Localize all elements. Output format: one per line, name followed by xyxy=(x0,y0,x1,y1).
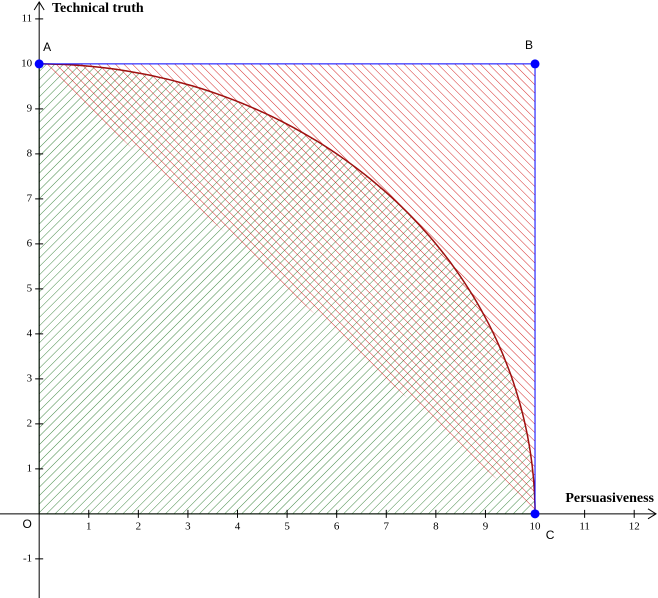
outer-region xyxy=(39,63,536,514)
x-tick-label: 6 xyxy=(334,520,340,532)
x-tick-label: 3 xyxy=(185,520,191,532)
x-tick-label: 10 xyxy=(530,520,542,532)
y-tick-label: -1 xyxy=(23,552,32,564)
x-tick-label: 2 xyxy=(136,520,142,532)
x-tick-label: 1 xyxy=(86,520,92,532)
point-label: A xyxy=(43,40,51,54)
y-tick-label: 1 xyxy=(27,462,33,474)
point xyxy=(34,59,44,69)
origin-label: O xyxy=(23,517,32,531)
y-tick-label: 8 xyxy=(27,147,33,159)
y-arrow xyxy=(33,1,45,11)
y-tick-label: 6 xyxy=(27,237,33,249)
point xyxy=(530,59,540,69)
x-tick-label: 9 xyxy=(483,520,489,532)
x-tick-label: 4 xyxy=(235,520,241,532)
x-tick-label: 11 xyxy=(579,520,590,532)
x-axis-label: Persuasiveness xyxy=(565,491,654,506)
y-tick-label: 9 xyxy=(27,102,33,114)
x-tick-label: 12 xyxy=(629,520,640,532)
y-tick-label: 3 xyxy=(27,372,33,384)
y-tick-label: 4 xyxy=(27,327,33,339)
y-tick-label: 5 xyxy=(27,282,33,294)
x-tick-label: 7 xyxy=(384,520,390,532)
y-axis-label: Technical truth xyxy=(52,1,144,16)
point-label: C xyxy=(546,528,555,542)
y-tick-label: 10 xyxy=(21,57,33,69)
x-tick-label: 5 xyxy=(284,520,290,532)
y-tick-label: 2 xyxy=(27,417,33,429)
curve xyxy=(39,63,536,514)
point-label: B xyxy=(525,38,533,52)
y-tick-label: 11 xyxy=(22,12,33,24)
y-tick-label: 7 xyxy=(27,192,33,204)
x-arrow xyxy=(647,508,657,520)
x-tick-label: 8 xyxy=(433,520,439,532)
point xyxy=(530,509,540,519)
